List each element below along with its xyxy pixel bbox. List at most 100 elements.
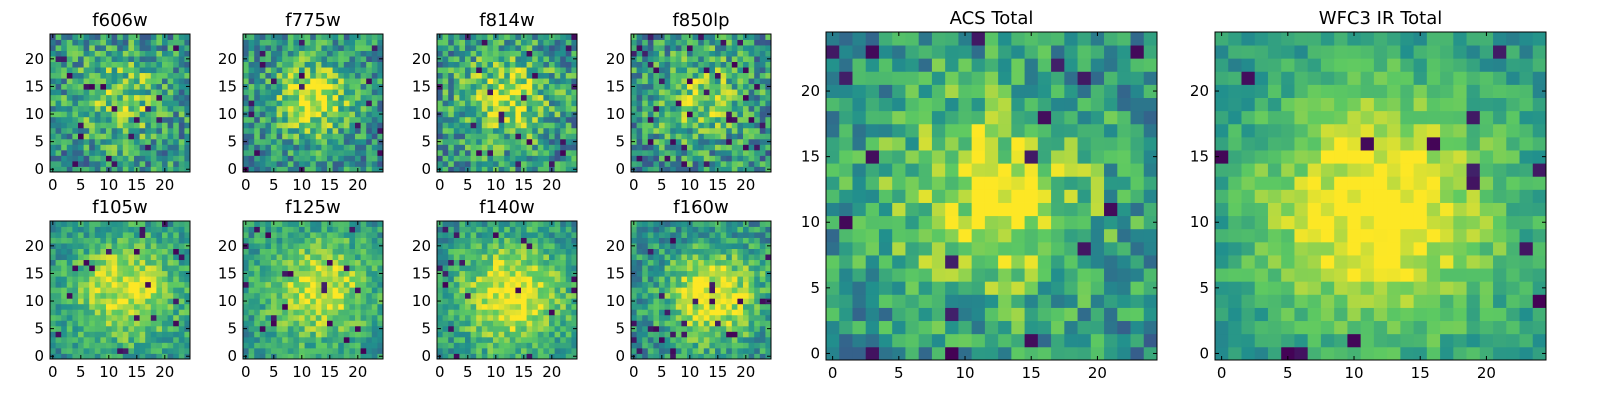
heatmap-cell: [470, 94, 477, 101]
heatmap-cell: [748, 166, 755, 173]
heatmap-cell: [509, 127, 516, 134]
heatmap-cell: [647, 342, 654, 349]
heatmap-cell: [338, 166, 345, 173]
heatmap-cell: [659, 309, 665, 316]
heatmap-cell: [543, 138, 550, 145]
heatmap-cell: [647, 39, 654, 46]
heatmap-cell: [122, 287, 129, 294]
heatmap-cell: [243, 232, 249, 238]
heatmap-cell: [481, 265, 488, 272]
heatmap-cell: [549, 309, 555, 316]
heatmap-cell: [481, 232, 488, 238]
heatmap-cell: [453, 160, 460, 167]
heatmap-cell: [184, 155, 191, 162]
heatmap-cell: [128, 243, 135, 249]
heatmap-cell: [304, 105, 311, 112]
heatmap-cell: [332, 122, 339, 129]
heatmap-cell: [271, 325, 277, 332]
heatmap-cell: [178, 61, 185, 68]
heatmap-cell: [111, 144, 118, 151]
heatmap-cell: [470, 353, 477, 360]
heatmap-cell: [687, 342, 693, 349]
heatmap-cell: [748, 78, 755, 85]
heatmap-cell: [504, 127, 511, 134]
heatmap-cell: [748, 276, 755, 283]
heatmap-cell: [94, 56, 101, 62]
heatmap-cell: [89, 342, 96, 349]
heatmap-cell: [156, 138, 163, 145]
heatmap-cell: [703, 100, 710, 107]
heatmap-cell: [453, 331, 460, 338]
heatmap-cell: [94, 309, 101, 316]
heatmap-cell: [687, 320, 693, 327]
heatmap-cell: [156, 281, 163, 288]
heatmap-cell: [759, 342, 766, 349]
heatmap-cell: [150, 72, 157, 79]
heatmap-cell: [554, 314, 561, 321]
heatmap-cell: [754, 127, 761, 134]
heatmap-cell: [659, 314, 665, 321]
heatmap-cell: [265, 133, 272, 140]
heatmap-cell: [50, 309, 56, 316]
heatmap-cell: [259, 34, 266, 40]
heatmap-cell: [287, 226, 294, 233]
heatmap-cell: [55, 122, 62, 129]
heatmap-cell: [145, 149, 152, 156]
heatmap-cell: [470, 243, 477, 249]
heatmap-cell: [636, 325, 643, 332]
heatmap-cell: [532, 116, 539, 123]
heatmap-cell: [670, 89, 677, 96]
heatmap-cell: [332, 83, 339, 90]
heatmap-cell: [117, 155, 124, 162]
heatmap-cell: [448, 303, 455, 310]
heatmap-cell: [748, 100, 755, 107]
heatmap-cell: [343, 221, 350, 227]
heatmap-cell: [748, 353, 755, 360]
heatmap-cell: [61, 149, 68, 156]
heatmap-cell: [360, 144, 367, 151]
heatmap-cell: [504, 309, 511, 316]
heatmap-cell: [377, 226, 384, 233]
heatmap-cell: [156, 144, 163, 151]
heatmap-cell: [293, 331, 300, 338]
heatmap-cell: [498, 243, 505, 249]
heatmap-cell: [765, 94, 772, 101]
panel-title: f105w: [92, 197, 147, 218]
heatmap-cell: [282, 281, 289, 288]
heatmap-cell: [134, 116, 140, 123]
heatmap-cell: [631, 320, 637, 327]
heatmap-cell: [437, 309, 443, 316]
heatmap-cell: [442, 342, 449, 349]
panel-title: f140w: [479, 197, 534, 218]
heatmap-cell: [560, 320, 567, 327]
heatmap-cell: [521, 254, 527, 261]
heatmap-cell: [459, 265, 466, 272]
heatmap-cell: [167, 276, 174, 283]
heatmap-cell: [515, 226, 522, 233]
heatmap-cell: [709, 160, 716, 167]
heatmap-cell: [543, 61, 550, 68]
heatmap-cell: [481, 254, 488, 261]
heatmap-cell: [498, 67, 505, 74]
heatmap-cell: [150, 320, 157, 327]
heatmap-cell: [726, 61, 733, 68]
heatmap-cell: [100, 342, 107, 349]
heatmap-cell: [111, 276, 118, 283]
heatmap-cell: [631, 281, 637, 288]
heatmap-cell: [498, 34, 505, 40]
heatmap-cell: [459, 105, 466, 112]
heatmap-cell: [448, 342, 455, 349]
heatmap-cell: [515, 78, 522, 85]
heatmap-cell: [327, 127, 333, 134]
heatmap-cell: [703, 342, 710, 349]
heatmap-cell: [332, 353, 339, 360]
heatmap-cell: [343, 265, 350, 272]
heatmap-cell: [521, 89, 527, 96]
heatmap-cell: [355, 116, 361, 123]
heatmap-cell: [737, 166, 744, 173]
heatmap-cell: [448, 276, 455, 283]
heatmap-cell: [664, 67, 671, 74]
heatmap-cell: [78, 342, 84, 349]
heatmap-cell: [366, 226, 373, 233]
heatmap-cell: [299, 265, 305, 272]
